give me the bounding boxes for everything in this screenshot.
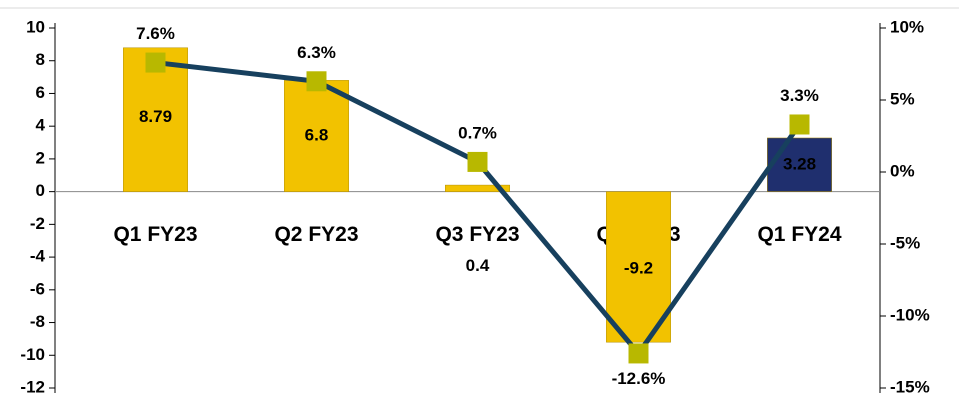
y2-tick-label: 5%	[890, 89, 915, 108]
y-tick-label: 8	[36, 50, 45, 69]
y2-tick-label: 10%	[890, 17, 924, 36]
bar	[445, 184, 510, 192]
bar-label: 8.79	[139, 107, 172, 126]
y2-tick-label: 0%	[890, 161, 915, 180]
y-tick-label: 4	[36, 116, 46, 135]
y-tick-label: -2	[30, 214, 45, 233]
x-tick-label cat: Q3 FY23	[435, 223, 519, 246]
y-tick-label: -10	[20, 345, 45, 364]
y-tick-label: -4	[30, 247, 46, 266]
marker	[145, 52, 166, 73]
bar-label: 6.8	[305, 125, 329, 144]
y2-tick-label: -15%	[890, 377, 930, 396]
x-tick-label cat: Q1 FY24	[757, 223, 841, 246]
y-tick-label: -6	[30, 279, 45, 298]
line	[155, 60, 802, 358]
x-tick-label cat: Q2 FY23	[274, 223, 358, 246]
line-label: 0.7%	[458, 123, 497, 142]
marker	[628, 343, 649, 364]
y-tick-label: 10	[26, 17, 45, 36]
marker	[467, 151, 488, 172]
bar-label: -9.2	[624, 258, 653, 277]
y-tick-label: 2	[36, 148, 45, 167]
bar-label: 0.4	[466, 256, 490, 275]
bar-label: 3.28	[783, 154, 816, 173]
y-tick-label: -8	[30, 312, 45, 331]
line-label: 3.3%	[780, 86, 819, 105]
bar	[606, 191, 671, 343]
bar	[767, 137, 832, 192]
y2-tick-label: -10%	[890, 305, 930, 324]
marker	[306, 71, 327, 92]
line-label: 7.6%	[136, 24, 175, 43]
line-label: -12.6%	[612, 369, 666, 388]
bar	[284, 80, 349, 192]
y-tick-label: -12	[20, 377, 45, 396]
y2-tick-label: -5%	[890, 233, 920, 252]
marker	[789, 114, 810, 135]
y-tick-label: 0	[36, 181, 45, 200]
line-label: 6.3%	[297, 43, 336, 62]
y-tick-label: 6	[36, 83, 45, 102]
x-tick-label cat: Q1 FY23	[113, 223, 197, 246]
